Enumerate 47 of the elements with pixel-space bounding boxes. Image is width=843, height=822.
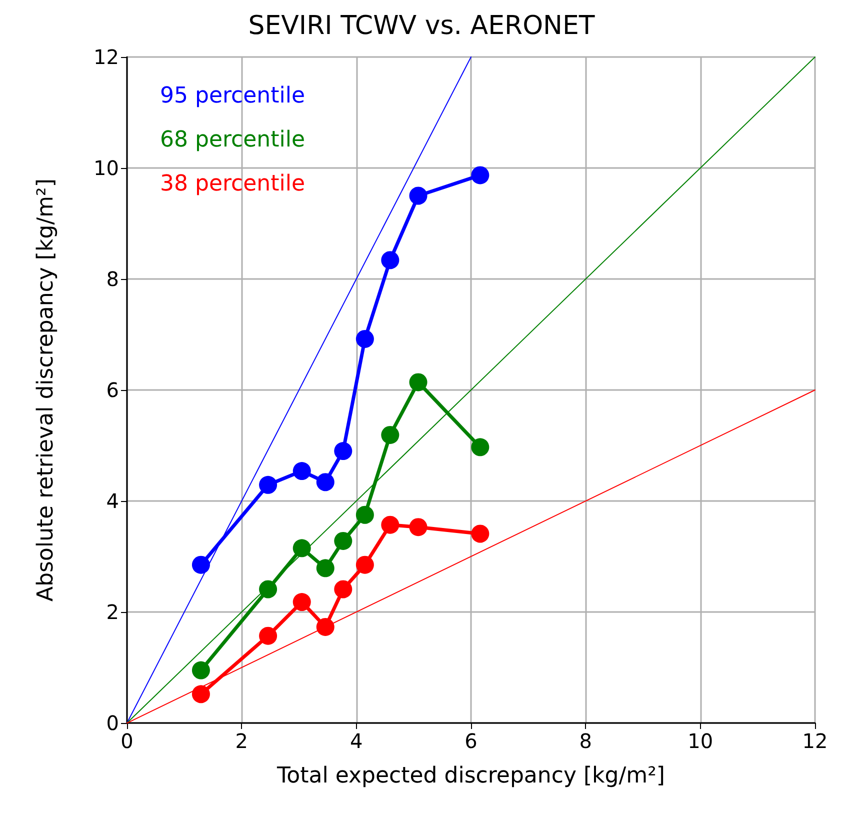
y-tick-label: 4 [106,489,119,513]
x-tick-label: 12 [802,729,828,753]
point [192,685,210,704]
point [356,506,374,524]
point [381,516,400,534]
y-axis-title: Absolute retrieval discrepancy [kg/m²] [34,178,58,602]
point [316,559,334,578]
point [471,524,490,543]
point [192,556,210,574]
x-tick-label: 0 [120,729,134,753]
y-tick-label: 12 [94,45,119,69]
y-tick-label: 2 [106,600,119,624]
text: 95 percentile [160,84,306,108]
point [334,442,352,460]
x-tick-label: 2 [235,729,248,753]
point [471,166,490,184]
point [316,473,334,492]
y-tick-label: 6 [106,378,119,402]
x-tick-label: 6 [464,729,478,753]
y-tick-label: 0 [106,711,119,735]
point [409,373,428,392]
x-tick-label: 10 [688,729,714,753]
point [409,518,428,536]
point [409,186,428,205]
point [259,476,278,494]
point [356,330,374,348]
point [381,426,400,444]
point [471,438,490,456]
point [334,532,352,550]
point [316,618,334,636]
point [334,580,352,598]
point [292,593,311,612]
chart-title: SEVIRI TCWV vs. AERONET [248,11,595,41]
point [381,251,400,270]
text: 38 percentile [160,172,306,196]
point [259,580,278,598]
x-axis-title: Total expected discrepancy [kg/m²] [276,764,666,788]
point [259,626,278,645]
point [292,462,311,480]
point [192,661,210,680]
y-tick-label: 10 [94,156,119,180]
x-tick-label: 4 [350,729,363,753]
text: 68 percentile [160,128,306,152]
point [292,539,311,558]
y-tick-label: 8 [106,267,119,291]
x-tick-label: 8 [579,729,592,753]
point [356,556,374,574]
